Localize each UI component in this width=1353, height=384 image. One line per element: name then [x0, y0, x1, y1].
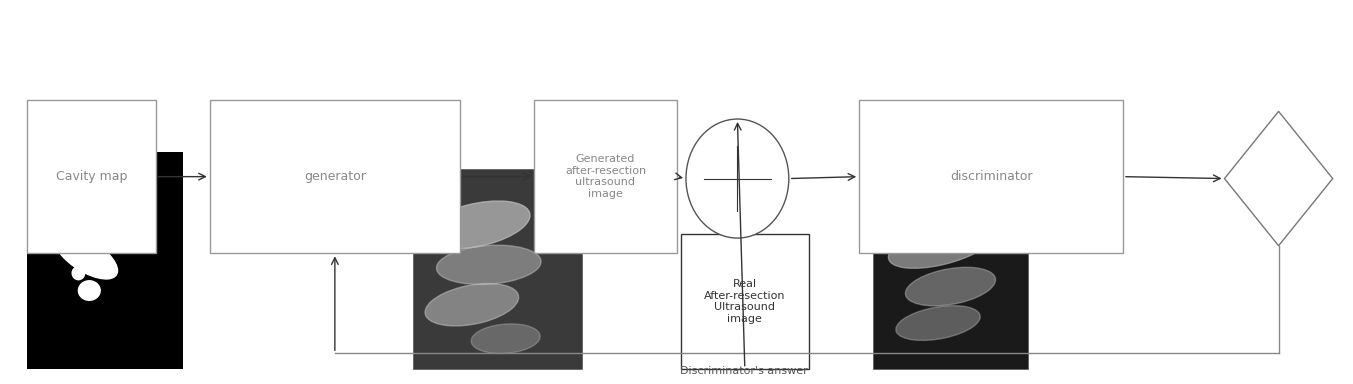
Text: discriminator: discriminator — [950, 170, 1032, 183]
FancyBboxPatch shape — [859, 100, 1123, 253]
Text: Cavity map: Cavity map — [55, 170, 127, 183]
Ellipse shape — [423, 201, 530, 249]
Ellipse shape — [896, 306, 980, 340]
Text: Real
After-resection
Ultrasound
image: Real After-resection Ultrasound image — [704, 279, 786, 324]
Polygon shape — [1224, 111, 1333, 246]
Ellipse shape — [905, 267, 996, 306]
FancyBboxPatch shape — [27, 152, 183, 369]
Ellipse shape — [889, 221, 997, 268]
Text: generator: generator — [304, 170, 365, 183]
Ellipse shape — [686, 119, 789, 238]
Ellipse shape — [425, 283, 518, 326]
Ellipse shape — [437, 245, 541, 285]
FancyBboxPatch shape — [534, 100, 676, 253]
Ellipse shape — [72, 266, 85, 280]
FancyBboxPatch shape — [210, 100, 460, 253]
Ellipse shape — [78, 281, 100, 300]
FancyBboxPatch shape — [27, 100, 156, 253]
Ellipse shape — [471, 324, 540, 354]
Text: Generated
after-resection
ultrasound
image: Generated after-resection ultrasound ima… — [566, 154, 645, 199]
Ellipse shape — [55, 233, 118, 279]
Text: Discriminator's answer: Discriminator's answer — [681, 366, 808, 376]
FancyBboxPatch shape — [681, 234, 809, 369]
FancyBboxPatch shape — [413, 169, 582, 369]
FancyBboxPatch shape — [873, 186, 1028, 369]
